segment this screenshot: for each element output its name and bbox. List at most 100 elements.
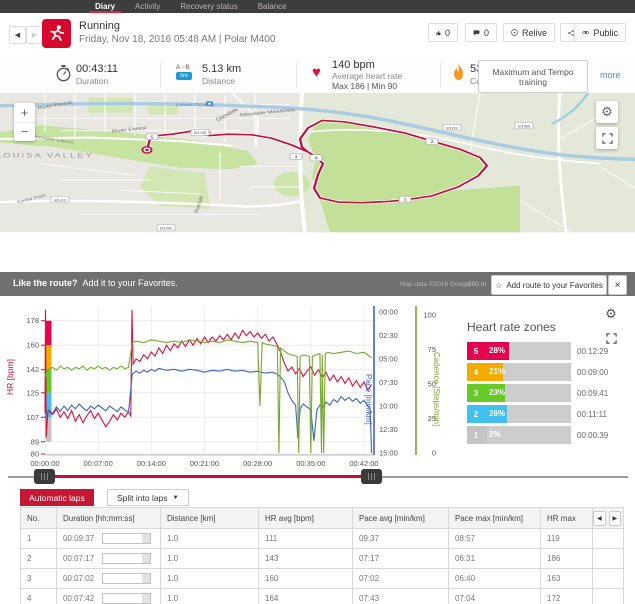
gear-icon: ⚙ <box>601 104 613 119</box>
duration-label: Duration <box>76 76 109 86</box>
hr-tick-label: 107 <box>26 413 39 422</box>
zone-track: 2% <box>485 426 571 444</box>
lap-duration-cell: 00:07:02 <box>57 569 161 588</box>
zoom-out-button[interactable]: − <box>20 124 29 140</box>
next-activity-button[interactable]: ▶ <box>26 26 43 44</box>
expand-icon <box>601 132 613 144</box>
lap-row-4[interactable]: 4 00:07:42 1.0 164 07:43 07:04 172 <box>21 589 623 604</box>
column-header[interactable]: No. <box>21 508 57 528</box>
zone-fill <box>485 363 504 381</box>
lap-duration-bar <box>102 533 152 544</box>
eye-icon <box>582 31 590 34</box>
hr-tick-label: 142 <box>26 365 39 374</box>
column-header[interactable]: Duration [hh:mm:ss] <box>57 508 161 528</box>
map-label: Glendale Meadows <box>239 108 295 118</box>
park-area <box>140 166 210 209</box>
tab-recovery-status[interactable]: Recovery status <box>180 2 238 11</box>
map-zoom-control: + − <box>14 103 35 141</box>
add-route-favorites-button[interactable]: ☆ Add route to your Favorites <box>491 275 607 295</box>
comment-count: 0 <box>483 27 489 38</box>
chart-settings-button[interactable]: ⚙ <box>602 305 620 323</box>
lap-cell: 07:04 <box>449 589 541 604</box>
prev-activity-button[interactable]: ◀ <box>9 26 26 44</box>
cadence-tick-label: 50 <box>428 380 436 389</box>
range-handle-right[interactable] <box>361 469 382 484</box>
pace-axis-label: Pace [min/km] <box>364 374 373 425</box>
lap-duration-cell: 00:07:17 <box>57 549 161 568</box>
lap-row-1[interactable]: 1 00:09:37 1.0 111 09:37 08:57 119 <box>21 529 623 549</box>
column-header[interactable]: Pace max [min/km] <box>449 508 541 528</box>
hr-zone-strip-segment <box>45 345 52 370</box>
distance-label: Distance <box>202 76 236 86</box>
lap-cell: 164 <box>259 589 353 604</box>
x-tick-label: 00:00:00 <box>30 459 59 468</box>
map-label: River Forest <box>111 126 148 135</box>
zone-percent: 28% <box>489 346 506 355</box>
lap-cell: 1.0 <box>161 589 259 604</box>
zone-percent: 26% <box>489 409 506 418</box>
lap-duration: 00:07:17 <box>63 554 95 563</box>
map-attribution: Map data ©2016 Google <box>400 281 471 288</box>
map-settings-button[interactable]: ⚙ <box>596 101 618 123</box>
split-laps-label: Split into laps <box>117 492 168 503</box>
column-header[interactable]: HR max <box>541 508 593 528</box>
map-label: Lewis County <box>176 103 215 108</box>
relive-button[interactable]: Relive <box>503 23 555 42</box>
hr-tick-label: 160 <box>26 341 39 350</box>
tab-automatic-laps[interactable]: Automatic laps <box>20 489 94 506</box>
cadence-tick-label: 25 <box>428 414 436 423</box>
map-fullscreen-button[interactable] <box>596 127 618 149</box>
comment-icon <box>473 29 480 36</box>
zoom-in-button[interactable]: + <box>14 103 35 123</box>
road-shield: 8143 <box>50 196 70 203</box>
lap-row-2[interactable]: 2 00:07:17 1.0 143 07:17 06:31 186 <box>21 549 623 569</box>
like-count: 0 <box>444 27 450 38</box>
column-header[interactable]: HR avg [bpm] <box>259 508 353 528</box>
comment-button[interactable]: 0 <box>465 23 497 42</box>
lap-duration: 00:07:02 <box>63 574 95 583</box>
star-icon: ☆ <box>495 280 503 290</box>
lap-row-3[interactable]: 3 00:07:02 1.0 160 07:02 06:40 163 <box>21 569 623 589</box>
route-km-marker-1: 1 <box>289 153 303 160</box>
cadence-tick-label: 75 <box>428 345 436 354</box>
table-prev-button[interactable]: ◀ <box>593 510 606 526</box>
zone-fill <box>485 384 505 402</box>
lap-cell: 1.0 <box>161 529 259 548</box>
overlay-text: Like the route? Add it to your Favorites… <box>13 278 178 288</box>
visibility-button[interactable]: Public <box>574 23 626 42</box>
x-tick-label: 00:07:00 <box>84 459 113 468</box>
hr-axis-label: HR [bpm] <box>4 359 15 395</box>
tab-diary[interactable]: Diary <box>85 0 125 13</box>
tab-activity[interactable]: Activity <box>135 2 161 11</box>
tab-split-into-laps[interactable]: Split into laps ▼ <box>107 489 189 506</box>
table-nav-cell: ◀ ▶ <box>593 508 621 528</box>
lap-cell: 186 <box>541 549 593 568</box>
zone-time: 00:11:11 <box>577 410 607 419</box>
series-cadence <box>44 339 372 454</box>
hr-zone-strip-segment <box>45 417 52 442</box>
range-handle-left[interactable] <box>34 469 55 484</box>
chart-fullscreen-button[interactable] <box>604 331 618 345</box>
like-button[interactable]: 0 <box>428 23 458 42</box>
overlay-close-button[interactable]: × <box>608 275 627 295</box>
column-header[interactable]: Distance [km] <box>161 508 259 528</box>
laps-table-header: No. Duration [hh:mm:ss] Distance [km] HR av… <box>21 508 623 529</box>
lap-cell: 1.0 <box>161 569 259 588</box>
hr-tick-label: 80 <box>31 450 39 459</box>
summary-stats-row: 00:43:11 Duration A┈B km 5.13 km Distanc… <box>0 57 635 94</box>
table-next-button[interactable]: ▶ <box>608 510 621 526</box>
column-header[interactable]: Pace avg [min/km] <box>353 508 449 528</box>
x-tick-label: 00:35:00 <box>296 459 325 468</box>
activity-title: Running <box>79 20 120 32</box>
route-map[interactable]: 5 1 4 2 3 8143 8148 8140 8169 8166 River Forest R… <box>0 93 635 296</box>
svg-text:3: 3 <box>403 198 406 203</box>
tab-balance[interactable]: Balance <box>257 2 287 11</box>
more-link[interactable]: more <box>600 70 621 80</box>
zone-time: 00:00:39 <box>577 431 609 440</box>
cadence-tick-label: 0 <box>432 449 436 458</box>
training-benefit-box[interactable]: Maximum and Tempo training <box>478 60 588 93</box>
zone-number: 5 <box>467 342 485 360</box>
runner-icon <box>50 25 65 42</box>
